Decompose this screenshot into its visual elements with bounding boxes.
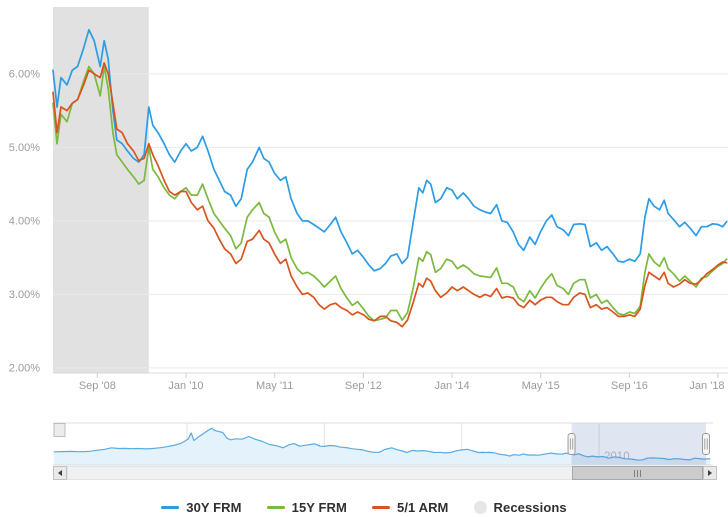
navigator-left-notch: [53, 423, 66, 437]
line-marker-icon: [161, 505, 180, 509]
y-axis-label: 5.00%: [9, 142, 40, 154]
x-axis-label: May '15: [522, 380, 560, 392]
navigator: 19701980199020002010: [53, 422, 713, 466]
triangle-right-icon: [708, 470, 712, 476]
legend-item-recessions[interactable]: Recessions: [473, 499, 567, 515]
x-axis-label: May '11: [256, 380, 293, 392]
navigator-handle-left[interactable]: [567, 433, 576, 455]
x-axis-label: Jan '14: [434, 380, 469, 392]
y-axis-label: 3.00%: [9, 289, 40, 301]
x-axis-label: Jan '10: [168, 380, 203, 392]
series-line-5-1-arm: [52, 62, 728, 328]
navigator-selection[interactable]: [571, 423, 706, 465]
legend-label: 5/1 ARM: [396, 499, 449, 515]
scrollbar-right-arrow-button[interactable]: [703, 466, 717, 480]
recession-band: [53, 7, 149, 373]
x-axis-label: Jan '18: [689, 380, 724, 392]
x-axis-label: Sep '16: [611, 380, 648, 392]
main-plot-area: 2.00% 3.00% 4.00% 5.00% 6.00% Sep '08 Jan '10 M…: [9, 7, 728, 392]
circle-marker-icon: [473, 500, 487, 514]
y-axis-label: 2.00%: [9, 362, 40, 374]
grip-icon: [640, 469, 641, 477]
triangle-left-icon: [58, 470, 62, 476]
y-axis-label: 6.00%: [9, 68, 40, 80]
legend: 30Y FRM 15Y FRM 5/1 ARM Recessions: [0, 497, 728, 517]
grip-icon: [634, 469, 635, 477]
line-marker-icon: [266, 505, 285, 509]
legend-item-30y-frm[interactable]: 30Y FRM: [161, 499, 242, 515]
grip-icon: [637, 469, 638, 477]
x-axis-label: Sep '12: [345, 380, 382, 392]
price-chart-svg[interactable]: 2.00% 3.00% 4.00% 5.00% 6.00% Sep '08 Jan '10 M…: [0, 0, 728, 490]
legend-label: 15Y FRM: [291, 499, 347, 515]
legend-item-15y-frm[interactable]: 15Y FRM: [266, 499, 347, 515]
series-line-15y-frm: [52, 65, 728, 322]
scrollbar-thumb[interactable]: [572, 466, 703, 480]
navigator-area: [53, 428, 711, 465]
y-axis-label: 4.00%: [9, 215, 40, 227]
series-line-30y-frm: [52, 28, 728, 272]
legend-label: 30Y FRM: [186, 499, 242, 515]
x-axis-label: Sep '08: [79, 380, 116, 392]
navigator-line: [53, 427, 711, 461]
legend-item-5-1-arm[interactable]: 5/1 ARM: [371, 499, 449, 515]
line-marker-icon: [371, 505, 390, 509]
navigator-handle-right[interactable]: [702, 433, 710, 455]
scrollbar-left-arrow-button[interactable]: [53, 466, 67, 480]
legend-label: Recessions: [493, 499, 567, 515]
